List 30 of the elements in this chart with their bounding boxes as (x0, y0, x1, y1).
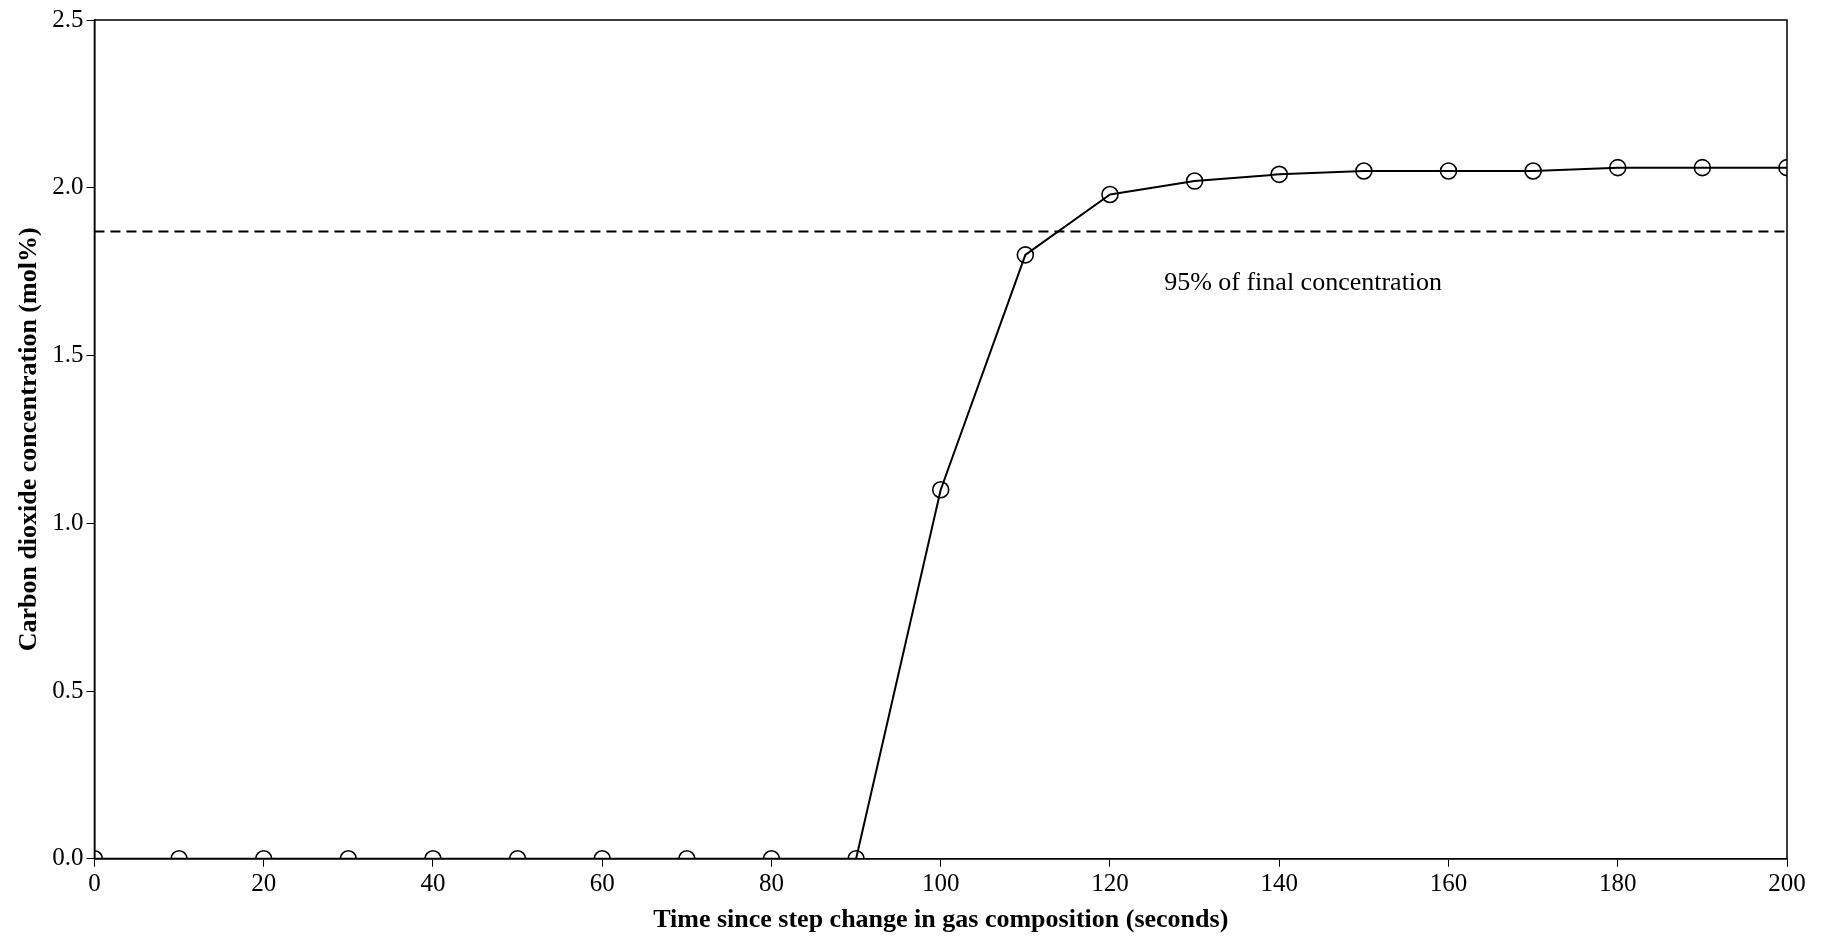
point (1355, 162, 1373, 180)
x-tick-label: 60 (589, 869, 615, 897)
y-tick-label: 0.0 (52, 843, 84, 871)
x-tick-label: 140 (1260, 869, 1298, 897)
point (931, 480, 950, 499)
y-tick-label: 0.5 (52, 675, 84, 703)
point (1439, 162, 1458, 180)
point (1185, 172, 1204, 190)
y-tick-label: 1.5 (52, 340, 84, 368)
x-tick-label: 160 (1429, 869, 1468, 897)
x-tick-label: 0 (88, 869, 101, 897)
x-tick-label: 100 (921, 869, 960, 897)
point (1101, 185, 1119, 204)
point (1524, 162, 1542, 180)
ref-line-label: 95% of final concentration (1164, 267, 1443, 297)
y-tick-label: 1.0 (52, 507, 84, 535)
y-tick-label: 2.5 (52, 4, 84, 32)
x-tick-label: 180 (1598, 869, 1637, 897)
x-tick-label: 120 (1091, 869, 1129, 897)
point (1016, 246, 1035, 264)
point (1608, 158, 1627, 177)
x-tick-label: 200 (1768, 869, 1806, 897)
y-tick-label: 2.0 (52, 172, 84, 200)
point (1270, 165, 1289, 184)
y-axis-title: Carbon dioxide concentration (mol%) (13, 227, 43, 652)
x-tick-label: 40 (420, 869, 446, 897)
point (1693, 158, 1712, 177)
x-axis-title: Time since step change in gas composition (seconds) (653, 904, 1229, 934)
x-tick-label: 80 (758, 869, 784, 897)
x-tick-label: 20 (251, 869, 277, 897)
